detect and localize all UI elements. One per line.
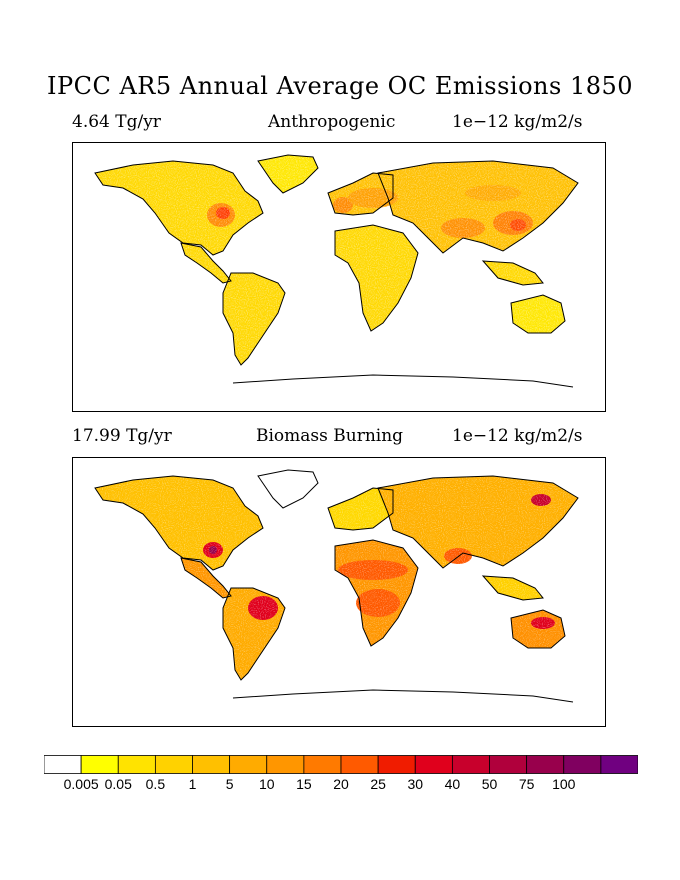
colorbar-tick-label: 0.5 [145,776,166,792]
colorbar-bin [303,755,342,774]
colorbar-bin [266,755,305,774]
colorbar-tick-label: 20 [333,776,349,792]
colorbar-tick-label: 1 [188,776,197,792]
colorbar-bin [340,755,379,774]
anthropogenic-map [72,142,606,412]
colorbar-labels: 0.005 0.05 0.5 1 5 10 15 20 25 30 40 50 75 100 [0,776,680,796]
colorbar-bin [44,755,82,774]
colorbar-tick-label: 0.005 [63,776,99,792]
noise-overlay [73,458,605,726]
colorbar-tick-label: 25 [370,776,386,792]
panel1-units: 1e−12 kg/m2/s [452,112,583,132]
colorbar [44,755,638,774]
colorbar-bin [600,755,638,774]
colorbar-bin [414,755,453,774]
figure-title: IPCC AR5 Annual Average OC Emissions 185… [46,72,634,100]
colorbar-bin [154,755,193,774]
colorbar-tick-label: 0.05 [104,776,132,792]
panel1-total: 4.64 Tg/yr [72,112,161,132]
colorbar-tick-label: 5 [225,776,234,792]
colorbar-bin [117,755,156,774]
biomass-burning-map [72,457,606,727]
colorbar-bin [451,755,490,774]
colorbar-bin [489,755,528,774]
colorbar-bin [80,755,119,774]
coastlines [94,469,579,703]
coastlines [94,154,579,388]
panel2-units: 1e−12 kg/m2/s [452,426,583,446]
panel2-total: 17.99 Tg/yr [72,426,172,446]
colorbar-bin [229,755,268,774]
colorbar-tick-label: 30 [407,776,424,792]
colorbar-bin [377,755,416,774]
colorbar-bin [563,755,602,774]
colorbar-tick-label: 40 [444,776,461,792]
colorbar-tick-label: 50 [481,776,498,792]
panel1-label: Anthropogenic [268,112,396,132]
colorbar-bin [192,755,231,774]
colorbar-tick-label: 100 [552,776,576,792]
colorbar-tick-label: 10 [258,776,275,792]
colorbar-bin [526,755,565,774]
colorbar-tick-label: 15 [296,776,312,792]
colorbar-tick-label: 75 [518,776,535,792]
panel2-label: Biomass Burning [256,426,404,446]
noise-overlay [73,143,605,411]
